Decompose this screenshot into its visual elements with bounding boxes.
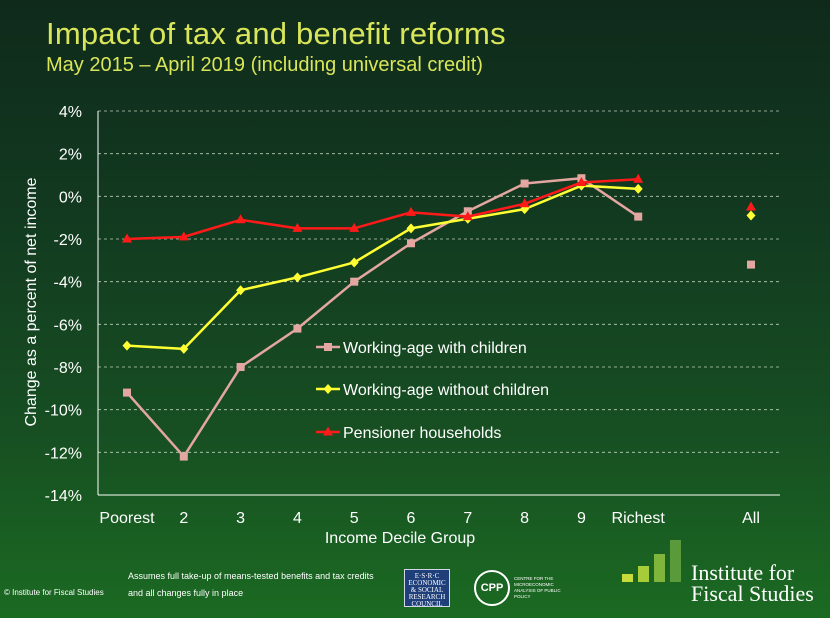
series-group xyxy=(122,173,756,461)
legend-marker xyxy=(323,384,333,394)
series-diamond xyxy=(122,180,756,354)
data-point xyxy=(123,388,131,397)
data-point xyxy=(179,343,189,354)
cpp-caption: CENTRE FOR THE MICROECONOMIC ANALYSIS OF… xyxy=(514,576,561,599)
grid-lines xyxy=(98,110,780,453)
data-point xyxy=(462,211,473,221)
ifs-bar xyxy=(622,574,633,582)
esrc-line: COUNCIL xyxy=(411,600,443,608)
data-point xyxy=(349,222,360,232)
data-point xyxy=(407,239,415,248)
ifs-name-line-2: Fiscal Studies xyxy=(691,581,814,606)
data-point xyxy=(122,233,132,243)
x-tick-label: 9 xyxy=(577,510,586,527)
legend-marker xyxy=(323,426,333,436)
x-tick-label: All xyxy=(742,510,760,527)
series-line xyxy=(126,184,639,351)
esrc-logo: E·S·R·C ECONOMIC & SOCIAL RESEARCH COUNC… xyxy=(404,569,450,608)
ifs-bar xyxy=(670,540,681,582)
cpp-circle-icon: CPP xyxy=(474,570,510,606)
data-point xyxy=(633,183,643,194)
y-tick-label: -10% xyxy=(45,403,82,420)
x-tick-label: Poorest xyxy=(99,510,155,527)
footnote-line-2: and all changes fully in place xyxy=(128,588,244,598)
y-tick-label: -14% xyxy=(45,488,82,505)
data-point xyxy=(179,452,188,461)
copyright-text: © Institute for Fiscal Studies xyxy=(4,588,104,597)
series-line xyxy=(126,178,639,241)
x-tick-label: 4 xyxy=(293,510,302,527)
ifs-bar xyxy=(638,566,649,582)
y-tick-label: -4% xyxy=(54,275,82,292)
data-point xyxy=(633,173,644,183)
footnote-line-1: Assumes full take-up of means-tested ben… xyxy=(128,571,374,581)
data-point xyxy=(292,222,303,232)
data-point xyxy=(178,231,189,241)
esrc-line: & SOCIAL xyxy=(410,586,444,594)
x-tick-label: 7 xyxy=(463,510,472,527)
data-point xyxy=(293,324,302,333)
data-point-all xyxy=(746,210,756,221)
axes xyxy=(97,111,780,496)
ifs-logo-text: Institute for Fiscal Studies xyxy=(691,560,814,606)
x-tick-labels: Poorest 2 3 4 5 6 7 8 9 Richest All xyxy=(99,510,759,527)
y-tick-label: -2% xyxy=(54,232,82,249)
x-tick-label: 3 xyxy=(236,510,245,527)
data-point xyxy=(634,212,643,221)
data-point xyxy=(236,363,245,371)
data-point xyxy=(350,277,359,286)
legend-label: Working-age with children xyxy=(343,340,527,357)
y-tick-label: 2% xyxy=(59,147,82,164)
x-tick-label: 6 xyxy=(407,510,416,527)
y-tick-label: 4% xyxy=(59,104,82,121)
y-tick-label: -12% xyxy=(45,445,82,462)
data-point-all xyxy=(746,201,756,211)
data-point xyxy=(235,214,246,224)
ifs-bar xyxy=(654,554,665,582)
y-tick-label: 0% xyxy=(59,189,82,206)
series-triangle xyxy=(122,173,756,243)
data-point xyxy=(236,285,246,296)
chart-subtitle: May 2015 – April 2019 (including univers… xyxy=(46,54,483,76)
ifs-name-line-1: Institute for xyxy=(691,560,795,585)
y-tick-label: -8% xyxy=(54,360,82,377)
series-square xyxy=(123,174,755,461)
data-point xyxy=(519,198,530,208)
y-tick-label: -6% xyxy=(54,317,82,334)
data-point xyxy=(122,340,132,351)
ifs-bars-icon xyxy=(622,540,686,582)
series-line xyxy=(126,176,639,458)
x-tick-label: 8 xyxy=(520,510,529,527)
data-point xyxy=(406,206,416,216)
x-tick-label: Richest xyxy=(612,510,666,527)
data-point xyxy=(349,257,359,268)
x-tick-label: 2 xyxy=(179,510,188,527)
legend-marker xyxy=(324,343,332,351)
data-point xyxy=(292,272,302,283)
esrc-line: ECONOMIC xyxy=(408,579,446,587)
y-tick-labels: 4% 2% 0% -2% -4% -6% -8% -10% -12% -14% xyxy=(45,104,82,505)
data-point-all xyxy=(747,260,755,269)
data-point xyxy=(520,179,529,188)
y-axis-label: Change as a percent of net income xyxy=(23,177,40,426)
legend-label: Working-age without children xyxy=(343,382,549,399)
legend: Working-age with children Working-age wit… xyxy=(316,340,549,442)
legend-label: Pensioner households xyxy=(343,425,501,442)
chart-canvas: 4% 2% 0% -2% -4% -6% -8% -10% -12% -14% Poorest 2 3… xyxy=(23,104,780,547)
footnote: Assumes full take-up of means-tested ben… xyxy=(128,568,374,602)
x-tick-label: 5 xyxy=(350,510,359,527)
esrc-line: E·S·R·C xyxy=(414,572,440,580)
data-point xyxy=(576,176,587,186)
chart-title: Impact of tax and benefit reforms xyxy=(46,16,506,51)
data-point xyxy=(406,223,416,234)
esrc-line: RESEARCH xyxy=(408,593,446,601)
x-axis-label: Income Decile Group xyxy=(325,530,475,547)
cpp-logo: CPP CENTRE FOR THE MICROECONOMIC ANALYSI… xyxy=(474,568,574,610)
